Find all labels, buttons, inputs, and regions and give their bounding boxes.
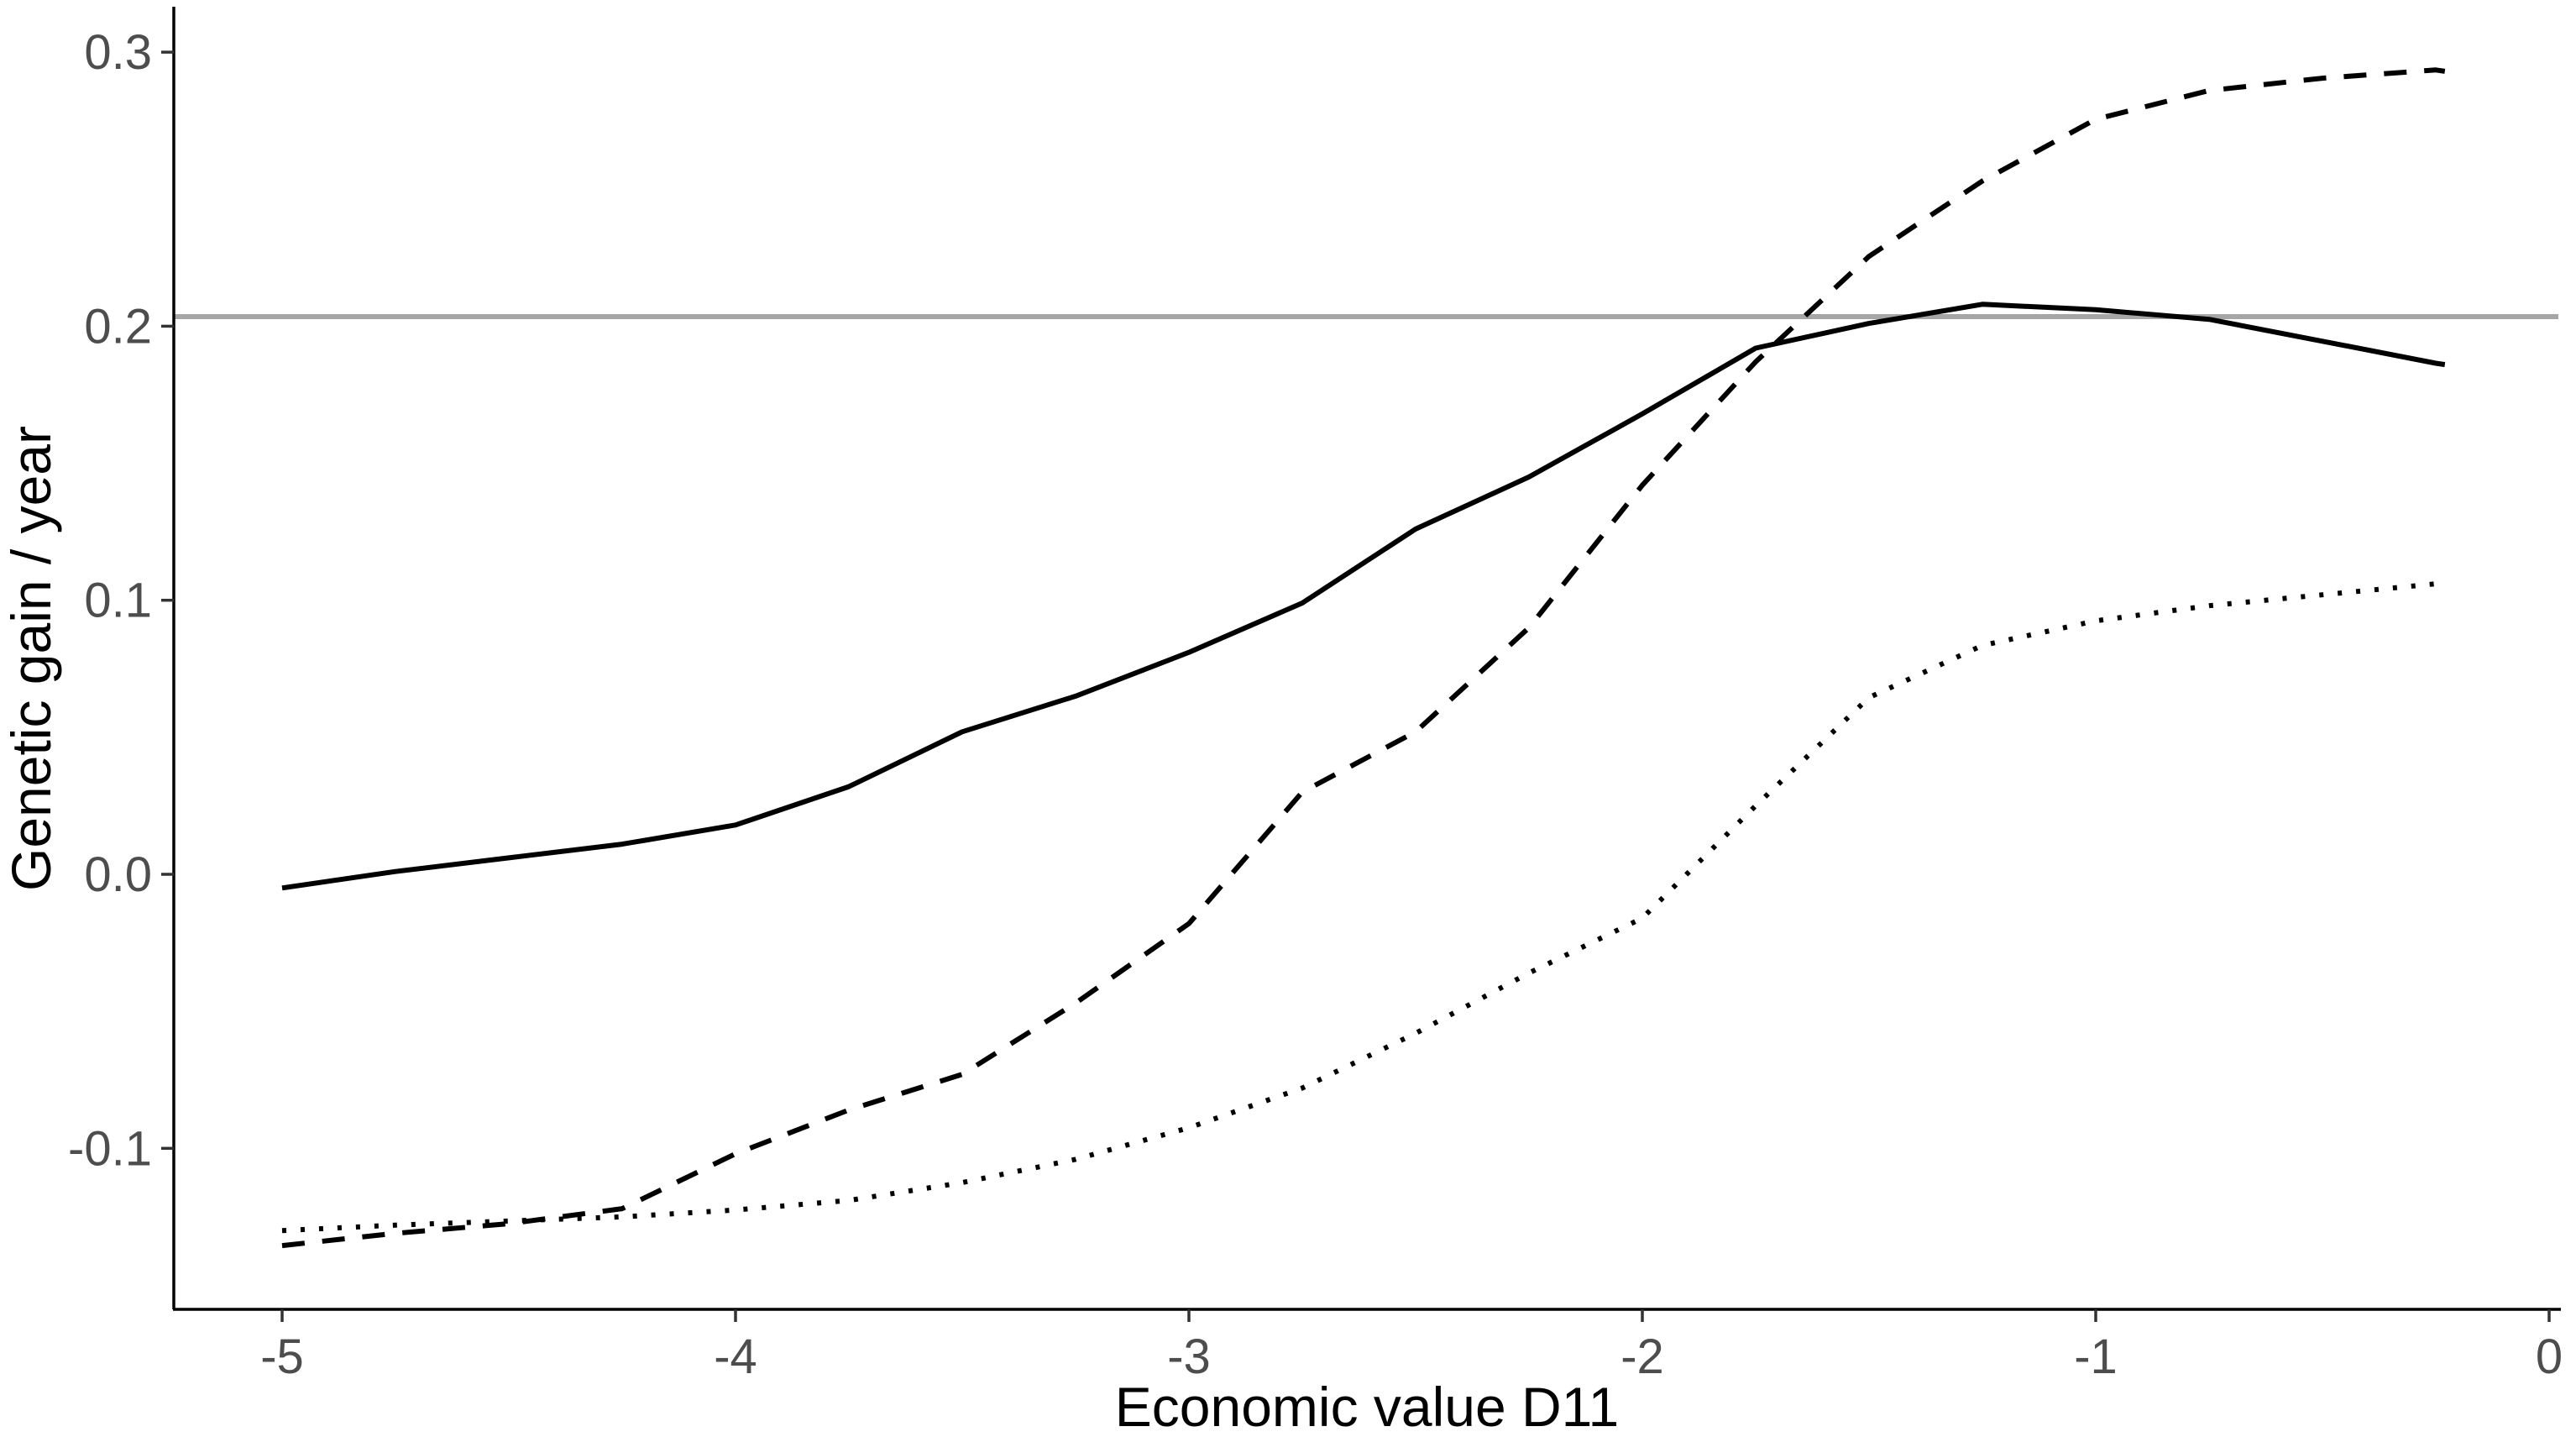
x-axis-title: Economic value D11 bbox=[1115, 1376, 1619, 1437]
x-tick-label: -2 bbox=[1620, 1329, 1664, 1384]
y-tick-label: 0.0 bbox=[84, 847, 152, 902]
solid-series-line bbox=[281, 302, 2446, 891]
dotted-series-line bbox=[281, 580, 2446, 1234]
x-tick-label: -5 bbox=[260, 1329, 304, 1384]
x-tick-label: -4 bbox=[714, 1329, 757, 1384]
y-tick-label: -0.1 bbox=[68, 1121, 152, 1176]
x-tick-label: -1 bbox=[2074, 1329, 2118, 1384]
y-tick-label: 0.2 bbox=[84, 299, 152, 354]
dashed-series-line bbox=[281, 67, 2446, 1249]
x-tick-label: 0 bbox=[2536, 1329, 2563, 1384]
y-tick-label: 0.1 bbox=[84, 574, 152, 628]
x-tick-label: -3 bbox=[1167, 1329, 1211, 1384]
y-axis-title: Genetic gain / year bbox=[0, 426, 62, 891]
y-tick-label: 0.3 bbox=[84, 25, 152, 80]
